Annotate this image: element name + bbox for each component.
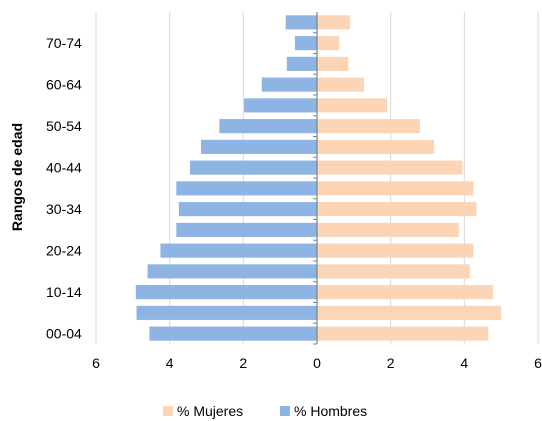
bar-mujeres-50-54 [317,119,421,134]
bar-hombres-45-49 [200,139,317,154]
bar-mujeres-30-34 [317,202,477,217]
bar-hombres-10-14 [135,285,317,300]
bar-mujeres-65-69 [317,56,349,71]
axis [313,12,318,345]
legend-swatch-1 [280,406,290,416]
bar-mujeres-55-59 [317,98,387,113]
bar-mujeres-75-79 [317,15,351,30]
bar-hombres-60-64 [261,77,317,92]
legend-label-1: % Hombres [294,403,367,419]
bar-hombres-15-19 [147,264,317,279]
category-label-70-74: 70-74 [46,35,82,51]
category-labels: 00-04 10-14 20-24 30-34 40-44 50-54 60-64 70-74 [46,35,82,342]
bar-hombres-55-59 [244,98,317,113]
category-label-20-24: 20-24 [46,243,82,259]
x-tick-label-6: 6 [534,355,542,371]
bar-hombres-30-34 [178,202,317,217]
bar-mujeres-25-29 [317,222,459,237]
x-tick-label-1: 4 [166,355,174,371]
bar-hombres-40-44 [189,160,317,175]
bar-mujeres-20-24 [317,243,474,258]
x-tick-label-5: 4 [460,355,468,371]
bar-mujeres-70-74 [317,36,340,51]
category-label-30-34: 30-34 [46,201,82,217]
y-axis-title: Rangos de edad [9,123,25,231]
bar-hombres-20-24 [160,243,317,258]
bar-hombres-00-04 [149,326,317,341]
category-label-60-64: 60-64 [46,77,82,93]
x-tick-label-4: 2 [387,355,395,371]
bars [135,15,502,341]
bar-hombres-35-39 [176,181,317,196]
legend-swatch-0 [163,406,173,416]
bar-mujeres-60-64 [317,77,365,92]
bar-mujeres-40-44 [317,160,463,175]
bar-mujeres-00-04 [317,326,489,341]
bar-hombres-75-79 [285,15,317,30]
legend: % Mujeres % Hombres [163,403,367,419]
bar-mujeres-05-09 [317,305,502,320]
category-label-00-04: 00-04 [46,326,82,342]
bar-hombres-65-69 [286,56,317,71]
bar-hombres-05-09 [136,305,317,320]
bar-hombres-70-74 [294,36,317,51]
x-tick-label-3: 0 [313,355,321,371]
legend-label-0: % Mujeres [177,403,243,419]
bar-mujeres-10-14 [317,285,494,300]
bar-hombres-25-29 [176,222,317,237]
bar-mujeres-35-39 [317,181,474,196]
x-tick-label-0: 6 [92,355,100,371]
category-label-50-54: 50-54 [46,118,82,134]
category-label-10-14: 10-14 [46,284,82,300]
category-label-40-44: 40-44 [46,160,82,176]
x-tick-label-2: 2 [239,355,247,371]
bar-hombres-50-54 [219,119,317,134]
bar-mujeres-45-49 [317,139,435,154]
x-tick-labels: 6 4 2 0 2 4 6 [92,355,542,371]
bar-mujeres-15-19 [317,264,470,279]
